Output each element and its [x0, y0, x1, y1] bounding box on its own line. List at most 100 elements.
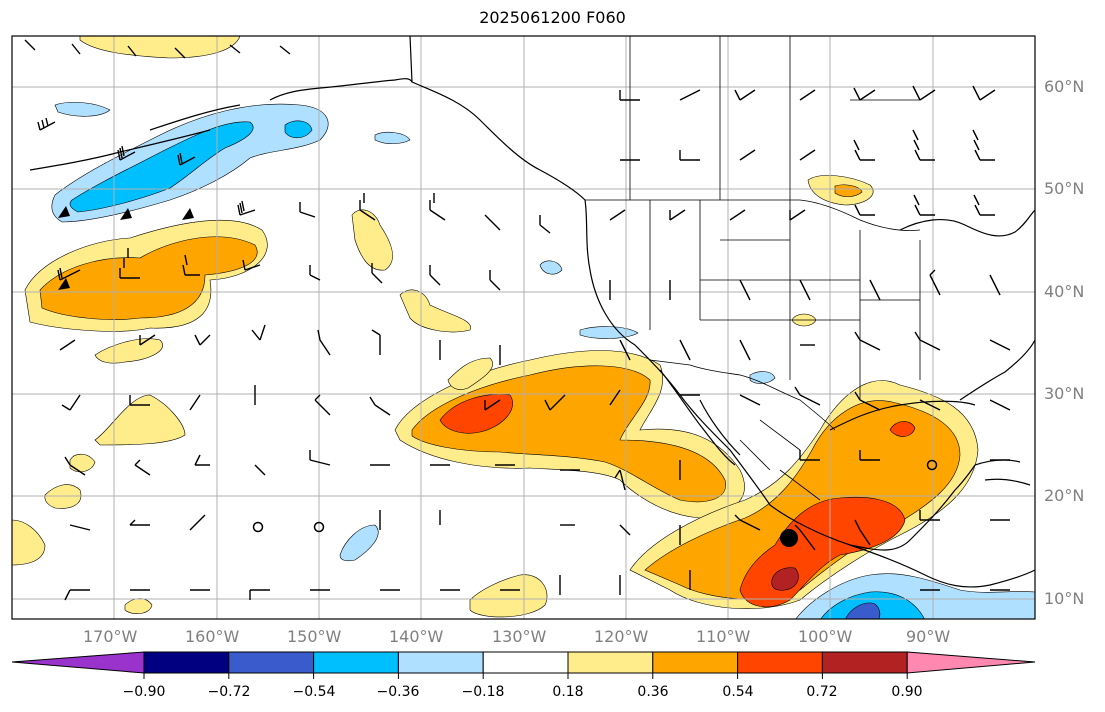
- wind-barb: [539, 215, 551, 234]
- wind-barb: [117, 145, 136, 161]
- lon-tick-label: 150°W: [287, 627, 342, 646]
- wind-barb: [859, 450, 880, 461]
- lat-tick-label: 40°N: [1044, 282, 1085, 301]
- wind-barb-pennants: [58, 206, 194, 290]
- wind-pennant: [120, 208, 132, 220]
- open-circle-marker: [926, 459, 938, 471]
- wind-barb: [739, 279, 751, 301]
- wind-barb: [129, 519, 150, 526]
- colorbar-tick-label: −0.90: [122, 684, 166, 700]
- lon-tick-label: 120°W: [594, 627, 649, 646]
- wind-barb: [989, 399, 1011, 411]
- wind-barb: [134, 459, 151, 476]
- lon-tick-label: 110°W: [696, 627, 751, 646]
- wind-pennant: [58, 278, 70, 290]
- wind-barb: [919, 510, 940, 521]
- contour-yellow-offshore-7: [12, 519, 46, 566]
- wind-barb: [853, 87, 876, 101]
- lon-tick-label: 160°W: [185, 627, 240, 646]
- wind-barb: [59, 339, 76, 351]
- contour-yellow-offshore-3: [94, 338, 163, 364]
- wind-barb: [139, 334, 156, 346]
- colorbar-swatch: [313, 651, 399, 674]
- wind-barb: [237, 200, 256, 216]
- wind-barb: [989, 339, 1011, 351]
- wind-barb: [177, 152, 196, 166]
- wind-barb: [972, 85, 996, 101]
- alaska-coast: [149, 78, 413, 131]
- contour-yellow-hawaii-west: [69, 453, 96, 473]
- wind-barb: [669, 209, 686, 221]
- colorbar-swatch: [143, 651, 230, 674]
- wind-barb: [854, 331, 881, 351]
- contour-yellow-offshore-5: [447, 357, 493, 390]
- wind-barb: [799, 279, 811, 301]
- wind-barb: [739, 339, 751, 361]
- lat-tick-label: 10°N: [1044, 589, 1085, 608]
- wind-barb: [854, 391, 881, 411]
- colorbar-swatch: [482, 651, 569, 674]
- wind-barb: [679, 89, 701, 101]
- wind-barb: [869, 279, 881, 301]
- wind-barb: [912, 85, 936, 101]
- contour-red-gulf-small: [889, 421, 916, 437]
- wind-barb: [734, 514, 761, 531]
- wind-barb: [314, 394, 331, 416]
- open-circle-marker: [252, 521, 264, 533]
- wind-barb: [309, 450, 331, 466]
- wind-barb: [429, 265, 441, 286]
- colorbar-tick-label: −0.54: [292, 684, 336, 700]
- wind-barb: [189, 514, 206, 531]
- wind-barb: [309, 265, 321, 281]
- wind-barb: [249, 589, 270, 600]
- colorbar-tick-label: −0.18: [461, 684, 505, 700]
- contour-yellow-offshore-8: [469, 574, 548, 618]
- lon-tick-label: 90°W: [906, 627, 951, 646]
- wind-barb: [489, 270, 501, 291]
- wind-pennant: [182, 208, 194, 220]
- wind-barb: [544, 394, 566, 411]
- wind-barb: [794, 386, 821, 406]
- contour-blue-aleutian-small: [284, 120, 313, 139]
- wind-barb: [182, 254, 200, 276]
- colorbar-tick-label: 0.36: [637, 684, 669, 700]
- colorbar-tick-label: −0.72: [207, 684, 251, 700]
- contour-yellow-offshore-2: [399, 289, 471, 333]
- colorbar-tick-label: 0.54: [722, 684, 754, 700]
- lon-tick-label: 140°W: [389, 627, 444, 646]
- positive-anomaly-fields: [12, 36, 979, 618]
- contour-lightblue-small-5: [339, 524, 379, 562]
- wind-pennant: [58, 206, 70, 218]
- central-america-coast: [849, 544, 1035, 588]
- contour-orange-mexico-gulf: [644, 400, 961, 600]
- contour-lightblue-small-3: [579, 326, 639, 339]
- colorbar-swatch: [821, 651, 908, 674]
- political-borders: [585, 36, 921, 501]
- lat-tick-label: 50°N: [1044, 179, 1085, 198]
- wind-barb: [194, 334, 211, 346]
- contour-yellow-offshore-9: [124, 598, 153, 614]
- lat-tick-label: 60°N: [1044, 77, 1085, 96]
- map-frame: [11, 35, 1036, 620]
- wind-barb: [929, 269, 941, 296]
- wind-barb: [789, 209, 806, 221]
- contour-yellow-offshore-4: [94, 394, 186, 446]
- us-mexico-border: [649, 359, 836, 431]
- wind-barb: [853, 139, 875, 161]
- wind-barb: [972, 129, 995, 161]
- canada-provinces: [629, 36, 920, 200]
- wind-barb: [254, 464, 266, 476]
- wind-barb: [119, 248, 140, 279]
- wind-barb: [799, 450, 820, 461]
- colorbar-tick-label: 0.72: [806, 684, 838, 700]
- wind-barb: [799, 149, 816, 161]
- baja-california: [659, 369, 741, 466]
- colorbar: [11, 651, 1036, 679]
- lat-tick-label: 30°N: [1044, 384, 1085, 403]
- colorbar-tick-label: 0.18: [552, 684, 584, 700]
- wind-barb: [251, 324, 266, 341]
- wind-barb: [914, 331, 941, 351]
- coastlines: [29, 36, 1035, 588]
- contour-darkred-mexico: [771, 567, 799, 591]
